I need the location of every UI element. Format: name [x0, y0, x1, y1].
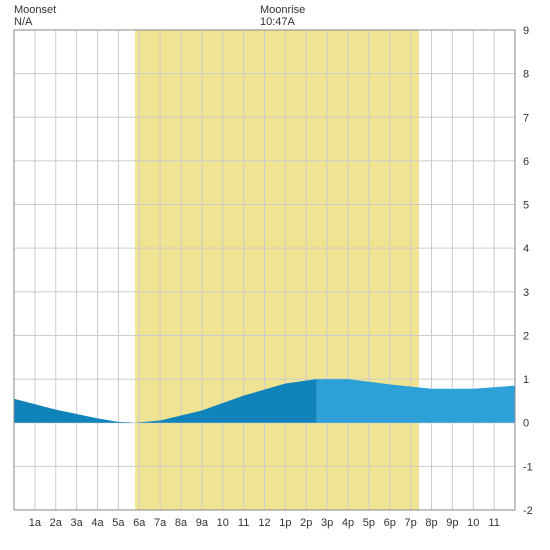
- x-tick-label: 8a: [175, 517, 188, 529]
- x-tick-label: 8p: [425, 517, 437, 529]
- chart-svg: -2-101234567891a2a3a4a5a6a7a8a9a1011121p…: [0, 0, 550, 550]
- x-tick-label: 2p: [300, 517, 312, 529]
- x-tick-label: 2a: [50, 517, 63, 529]
- x-tick-label: 10: [217, 517, 229, 529]
- x-tick-label: 1p: [279, 517, 291, 529]
- x-tick-label: 5p: [363, 517, 375, 529]
- x-tick-label: 9a: [196, 517, 209, 529]
- tide-chart: Moonset N/A Moonrise 10:47A -2-101234567…: [0, 0, 550, 550]
- x-tick-label: 4a: [91, 517, 104, 529]
- x-tick-label: 10: [467, 517, 479, 529]
- daylight-band: [135, 30, 419, 510]
- x-tick-label: 6a: [133, 517, 146, 529]
- y-tick-label: 3: [523, 287, 529, 299]
- y-tick-label: -1: [523, 461, 533, 473]
- x-tick-label: 7a: [154, 517, 167, 529]
- x-tick-label: 3a: [71, 517, 84, 529]
- x-tick-label: 7p: [405, 517, 417, 529]
- x-tick-label: 9p: [446, 517, 458, 529]
- x-tick-label: 6p: [384, 517, 396, 529]
- x-tick-label: 4p: [342, 517, 354, 529]
- x-tick-label: 11: [238, 517, 249, 529]
- y-tick-label: 8: [523, 69, 529, 81]
- x-tick-label: 11: [488, 517, 499, 529]
- x-tick-label: 3p: [321, 517, 333, 529]
- x-tick-label: 5a: [112, 517, 125, 529]
- y-tick-label: 5: [523, 200, 529, 212]
- y-tick-label: 0: [523, 418, 529, 430]
- x-tick-label: 12: [258, 517, 270, 529]
- y-tick-label: 2: [523, 330, 529, 342]
- y-tick-label: -2: [523, 505, 533, 517]
- y-tick-label: 4: [523, 243, 529, 255]
- y-tick-label: 6: [523, 156, 529, 168]
- moonset-label: Moonset: [14, 4, 56, 16]
- y-tick-label: 7: [523, 112, 529, 124]
- y-tick-label: 1: [523, 374, 529, 386]
- y-tick-label: 9: [523, 25, 529, 37]
- moonset-value: N/A: [14, 16, 32, 28]
- moonrise-value: 10:47A: [260, 16, 295, 28]
- x-tick-label: 1a: [29, 517, 42, 529]
- moonrise-label: Moonrise: [260, 4, 305, 16]
